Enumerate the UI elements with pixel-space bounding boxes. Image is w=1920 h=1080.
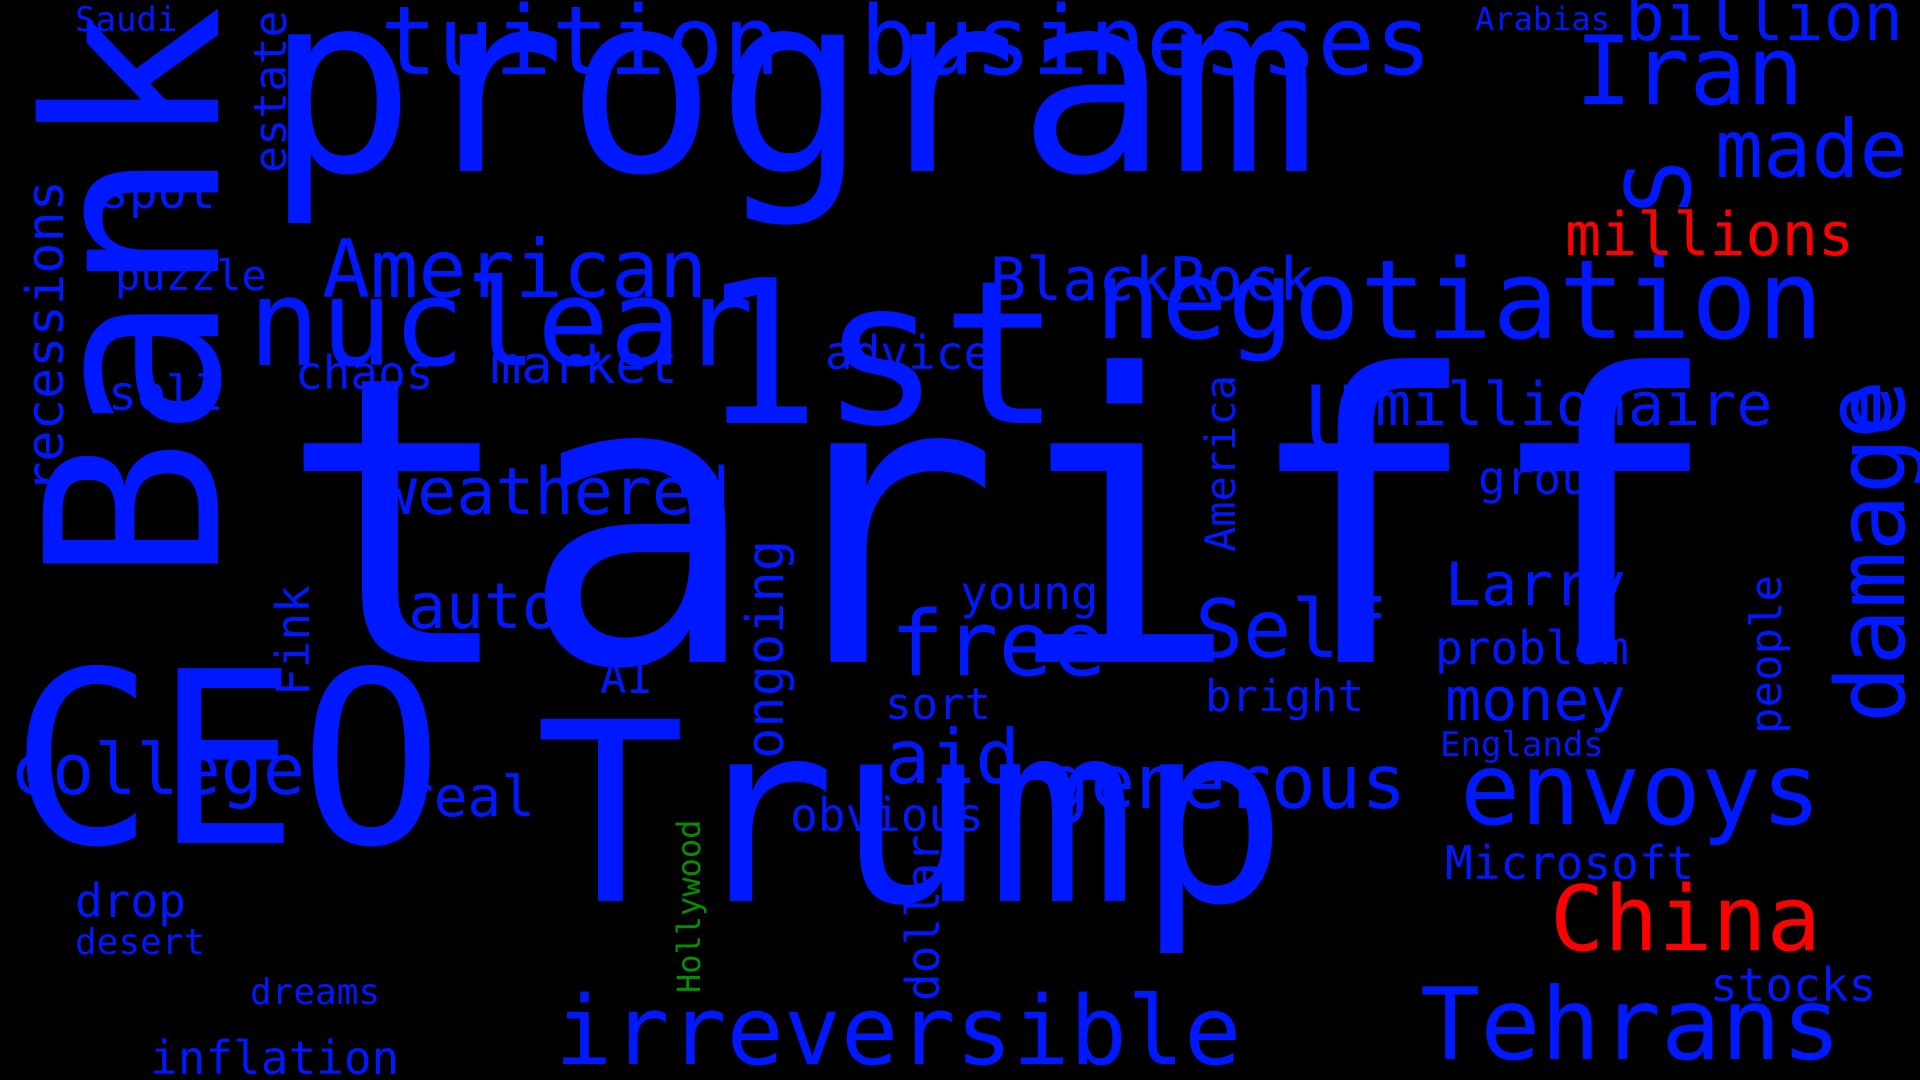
word-saudi: Saudi — [75, 0, 178, 40]
word-group: group — [1478, 451, 1617, 505]
word-real: real — [400, 765, 535, 830]
word-america: America — [1196, 374, 1245, 552]
word-trump: Trump — [535, 669, 1288, 960]
word-spot: spot — [100, 164, 216, 220]
word-sort: sort — [885, 679, 991, 730]
word-millionaire: millionaire — [1375, 370, 1773, 440]
word-irreversible: irreversible — [555, 977, 1242, 1080]
word-negotiation: negotiation — [1095, 236, 1824, 364]
word-china: China — [1550, 867, 1821, 972]
word-stocks: stocks — [1710, 958, 1877, 1012]
word-estate: estate — [244, 10, 297, 173]
word-auto: auto — [408, 570, 560, 643]
word-arabias: Arabias — [1475, 0, 1610, 38]
word-billion: billion — [1625, 0, 1904, 56]
word-market: market — [490, 336, 678, 396]
word-self: Self — [1195, 583, 1388, 676]
word-american: American — [322, 223, 708, 316]
word-tehrans: Tehrans — [1420, 966, 1842, 1080]
word-ceo: CEO — [10, 620, 444, 900]
word-fink: Fink — [266, 585, 320, 696]
word-dreams: dreams — [250, 972, 381, 1013]
word-1st: 1st — [700, 238, 1062, 471]
word-desert: desert — [75, 922, 206, 963]
word-young: young — [960, 566, 1099, 620]
word-sell: sell — [108, 366, 224, 422]
word-iran: Iran — [1575, 17, 1804, 127]
word-people: people — [1741, 575, 1792, 734]
word-englands: Englands — [1440, 725, 1604, 765]
word-puzzle: puzzle — [115, 251, 267, 300]
word-generous: generous — [1045, 738, 1407, 826]
word-envoys: envoys — [1460, 731, 1822, 848]
word-money: money — [1445, 665, 1626, 735]
word-nuclear: nuclear — [248, 255, 754, 394]
word-tuition: tuition — [380, 0, 781, 97]
word-tariff: tariff — [278, 292, 1723, 757]
word-chaos: chaos — [295, 346, 434, 400]
word-larry: Larry — [1445, 550, 1626, 620]
word-microsoft: Microsoft — [1445, 836, 1695, 890]
word-ai: AI — [600, 653, 653, 704]
word-u: U — [1305, 367, 1360, 472]
word-aid: aid — [885, 713, 1021, 801]
word-drop: drop — [75, 874, 186, 928]
word-program: program — [265, 0, 1319, 230]
word-free: free — [890, 592, 1107, 697]
word-obvious: obvious — [790, 788, 984, 842]
word-hollywood: Hollywood — [670, 819, 708, 993]
word-recessions: recessions — [16, 179, 76, 493]
word-millions: millions — [1565, 200, 1854, 270]
word-bright: bright — [1205, 671, 1364, 722]
word-dollar: dollar — [896, 834, 950, 1001]
word-made: made — [1715, 103, 1908, 196]
word-s: S — [1607, 159, 1712, 214]
word-e: e — [1807, 384, 1912, 439]
word-ongoing: ongoing — [736, 539, 796, 759]
word-advice: advice — [825, 326, 992, 380]
word-weathered: weathered — [378, 455, 731, 530]
word-businesses: businesses — [860, 0, 1432, 97]
word-problem: problem — [1435, 621, 1629, 675]
word-college: college — [10, 729, 306, 811]
word-blackrock: BlackRock — [990, 245, 1316, 315]
word-inflation: inflation — [150, 1031, 400, 1080]
